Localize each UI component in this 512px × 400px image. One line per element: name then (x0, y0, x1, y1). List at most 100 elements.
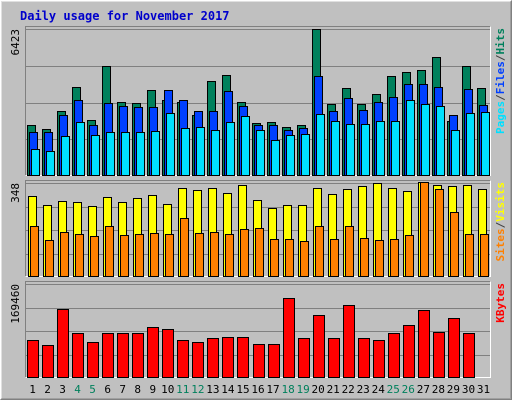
bar-kbytes-day-12 (192, 342, 204, 378)
x-tick-label-15: 15 (236, 383, 249, 396)
bar-sites-day-21 (330, 239, 339, 277)
bar-kbytes-day-11 (177, 340, 189, 378)
bar-pages-day-1 (31, 149, 40, 176)
bar-sites-day-24 (375, 240, 384, 277)
bar-pages-day-22 (346, 124, 355, 176)
bar-pages-day-19 (301, 134, 310, 176)
x-tick-label-3: 3 (59, 383, 66, 396)
x-tick-label-25: 25 (387, 383, 400, 396)
series-axis-label-part-hits-4: Hits (494, 28, 507, 55)
x-tick-label-6: 6 (104, 383, 111, 396)
bar-kbytes-day-21 (328, 338, 340, 378)
bar-pages-day-20 (316, 114, 325, 176)
bar-pages-day-4 (76, 122, 85, 176)
bar-kbytes-day-24 (373, 340, 385, 378)
series-sites (30, 182, 489, 277)
bar-sites-day-18 (285, 239, 294, 277)
bar-pages-day-17 (271, 140, 280, 176)
bar-kbytes-day-30 (463, 333, 475, 378)
x-tick-label-4: 4 (74, 383, 81, 396)
bar-pages-day-16 (256, 130, 265, 176)
bar-pages-day-21 (331, 121, 340, 176)
bar-kbytes-day-2 (42, 345, 54, 378)
bar-sites-day-29 (450, 212, 459, 277)
bar-sites-day-26 (405, 235, 414, 277)
bar-sites-day-28 (435, 189, 444, 277)
bar-sites-day-20 (315, 226, 324, 277)
bar-pages-day-8 (136, 132, 145, 176)
bar-kbytes-day-22 (343, 305, 355, 378)
bar-sites-day-12 (195, 233, 204, 277)
x-tick-label-10: 10 (161, 383, 174, 396)
bar-kbytes-day-4 (72, 333, 84, 378)
series-axis-label-hits: Pages/Files/Hits (494, 28, 507, 134)
bar-sites-day-6 (105, 226, 114, 277)
x-tick-label-13: 13 (206, 383, 219, 396)
panel-visits: 348 Sites/Visits (9, 180, 507, 277)
bar-sites-day-17 (270, 239, 279, 277)
bar-sites-day-27 (420, 182, 429, 277)
series-axis-label-part-visits-2: Visits (494, 182, 507, 222)
x-axis-tick-labels: 1 2 3 4 5 6 7 8 9 10 11 12 13 14 15 16 17 18 19 20 21 22 23 24 2… (29, 383, 490, 396)
bar-pages-day-27 (421, 104, 430, 176)
bar-sites-day-2 (45, 240, 54, 277)
bar-sites-day-14 (225, 234, 234, 277)
bar-kbytes-day-29 (448, 318, 460, 378)
x-tick-label-18: 18 (281, 383, 294, 396)
bar-pages-day-5 (91, 135, 100, 176)
bar-pages-day-2 (46, 151, 55, 176)
bar-sites-day-15 (240, 229, 249, 277)
max-label-visits: 348 (9, 183, 22, 203)
series-axis-label-part-hits-2: Files (494, 61, 507, 94)
x-tick-label-17: 17 (266, 383, 279, 396)
bar-pages-day-28 (436, 106, 445, 176)
bar-pages-day-6 (106, 132, 115, 176)
series-axis-label-part-visits-0: Sites (494, 228, 507, 261)
bar-sites-day-11 (180, 218, 189, 277)
bar-sites-day-16 (255, 228, 264, 277)
bar-kbytes-day-23 (358, 338, 370, 378)
bar-pages-day-9 (151, 131, 160, 176)
bar-sites-day-7 (120, 235, 129, 277)
bar-pages-day-15 (241, 116, 250, 176)
x-tick-label-2: 2 (44, 383, 51, 396)
x-tick-label-27: 27 (417, 383, 430, 396)
bar-kbytes-day-8 (132, 333, 144, 378)
x-tick-label-5: 5 (89, 383, 96, 396)
series-kbytes (27, 298, 475, 378)
bar-pages-day-18 (286, 135, 295, 176)
bar-sites-day-31 (480, 234, 489, 277)
series-axis-label-part-hits-1: / (494, 94, 507, 101)
bar-sites-day-19 (300, 241, 309, 277)
chart-panels: 6423Pages/Files/Hits348Sites/Visits16946… (9, 26, 507, 378)
bar-pages-day-7 (121, 132, 130, 176)
bar-pages-day-23 (361, 124, 370, 176)
bar-kbytes-day-17 (268, 344, 280, 378)
bar-sites-day-25 (390, 239, 399, 277)
bar-kbytes-day-6 (102, 333, 114, 378)
x-tick-label-30: 30 (462, 383, 475, 396)
bar-pages-day-14 (226, 122, 235, 176)
series-axis-label-kbytes: KBytes (494, 283, 507, 323)
bar-kbytes-day-25 (388, 333, 400, 378)
bar-kbytes-day-20 (313, 315, 325, 378)
bar-kbytes-day-10 (162, 329, 174, 378)
x-tick-label-16: 16 (251, 383, 264, 396)
bar-kbytes-day-13 (207, 338, 219, 378)
bar-sites-day-22 (345, 226, 354, 277)
bar-sites-day-8 (135, 234, 144, 277)
bar-pages-day-12 (196, 127, 205, 176)
bar-sites-day-30 (465, 234, 474, 277)
chart-title: Daily usage for November 2017 (20, 9, 230, 23)
x-tick-label-14: 14 (221, 383, 235, 396)
bar-pages-day-31 (481, 112, 490, 176)
bar-sites-day-3 (60, 232, 69, 277)
bar-kbytes-day-9 (147, 327, 159, 378)
bar-sites-day-23 (360, 238, 369, 277)
max-label-kbytes: 169460 (9, 284, 22, 324)
bar-pages-day-26 (406, 100, 415, 176)
bar-sites-day-5 (90, 236, 99, 277)
bar-sites-day-1 (30, 226, 39, 277)
bar-sites-day-13 (210, 232, 219, 277)
